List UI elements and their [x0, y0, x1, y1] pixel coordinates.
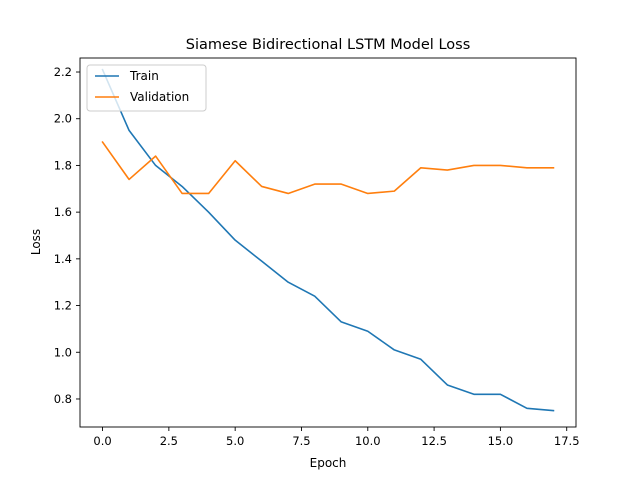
y-axis-label: Loss	[29, 229, 43, 255]
series-line-train	[101, 68, 555, 412]
x-tick-label: 17.5	[554, 434, 580, 448]
y-tick-label: 2.2	[54, 65, 72, 79]
y-tick-label: 1.6	[54, 205, 72, 219]
x-axis-label: Epoch	[310, 456, 347, 470]
chart-title: Siamese Bidirectional LSTM Model Loss	[186, 37, 471, 53]
y-axis: 0.8 1.0 1.2 1.4 1.6 1.8 2.0 2.2	[54, 65, 80, 406]
legend-label-validation: Validation	[130, 90, 189, 104]
x-tick-label: 0.0	[93, 434, 111, 448]
legend-label-train: Train	[129, 69, 159, 83]
plot-frame	[79, 57, 577, 428]
y-tick-label: 0.8	[54, 392, 72, 406]
x-tick-label: 15.0	[488, 434, 514, 448]
x-tick-label: 10.0	[355, 434, 381, 448]
x-axis: 0.0 2.5 5.0 7.5 10.0 12.5 15.0 17.5	[93, 427, 580, 448]
x-tick-label: 7.5	[292, 434, 310, 448]
legend: Train Validation	[86, 64, 207, 112]
y-tick-label: 1.0	[54, 345, 72, 359]
y-tick-label: 1.2	[54, 299, 72, 313]
y-tick-label: 2.0	[54, 112, 72, 126]
y-tick-label: 1.8	[54, 158, 72, 172]
series-lines	[101, 68, 555, 412]
x-tick-label: 12.5	[421, 434, 447, 448]
y-tick-label: 1.4	[54, 252, 72, 266]
x-tick-label: 2.5	[160, 434, 178, 448]
series-line-validation	[101, 140, 555, 195]
x-tick-label: 5.0	[226, 434, 244, 448]
